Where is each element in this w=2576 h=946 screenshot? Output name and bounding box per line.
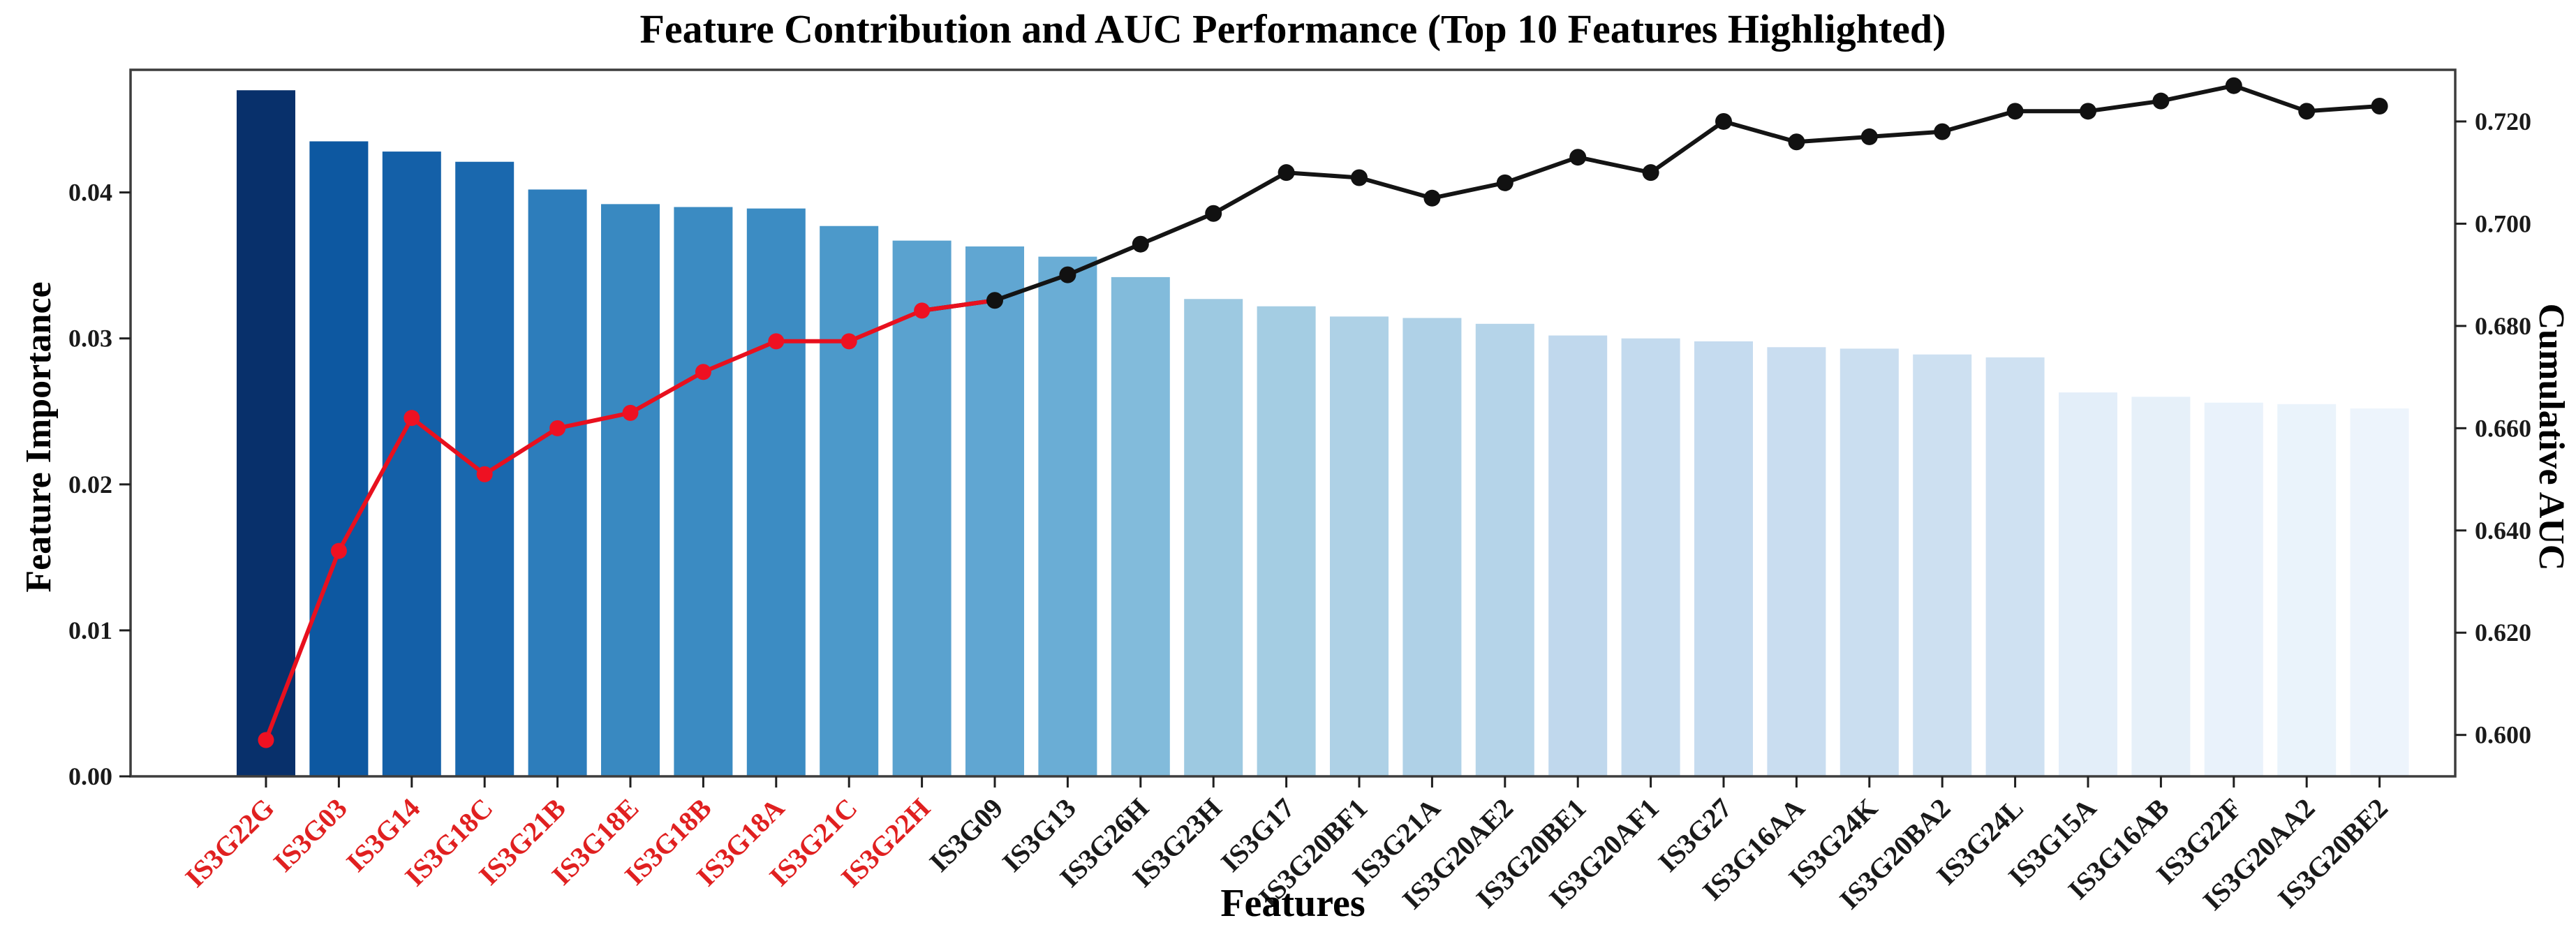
y-axis-label-right: Cumulative AUC bbox=[2531, 303, 2571, 571]
auc-marker-IS3G24K bbox=[1860, 128, 1878, 145]
x-tick-label-IS3G03: IS3G03 bbox=[267, 792, 353, 878]
bar-IS3G17 bbox=[1257, 306, 1316, 776]
y-right-tick-label: 0.700 bbox=[2475, 209, 2531, 237]
bar-IS3G24K bbox=[1840, 348, 1899, 776]
auc-marker-IS3G20BA2 bbox=[1934, 123, 1951, 140]
y-left-tick-label: 0.01 bbox=[68, 616, 112, 644]
bar-IS3G27 bbox=[1694, 341, 1753, 777]
chart-title: Feature Contribution and AUC Performance… bbox=[639, 6, 1946, 52]
bar-IS3G24L bbox=[1985, 357, 2045, 777]
auc-marker-IS3G16AA bbox=[1788, 133, 1805, 151]
auc-marker-IS3G20BE2 bbox=[2371, 97, 2388, 114]
auc-marker-IS3G22G bbox=[258, 732, 274, 748]
auc-marker-IS3G22F bbox=[2225, 77, 2242, 94]
x-axis-label: Features bbox=[1220, 882, 1365, 925]
auc-marker-IS3G22H bbox=[914, 302, 931, 319]
auc-marker-IS3G21B bbox=[549, 420, 566, 436]
y-left-tick-label: 0.02 bbox=[68, 471, 112, 498]
bar-IS3G14 bbox=[382, 151, 441, 776]
y-right-tick-label: 0.600 bbox=[2475, 721, 2531, 749]
y-left-tick-label: 0.03 bbox=[68, 325, 112, 353]
auc-marker-IS3G18C bbox=[476, 466, 493, 482]
y-right-tick-label: 0.720 bbox=[2475, 108, 2531, 135]
auc-marker-IS3G17 bbox=[1278, 164, 1295, 182]
auc-marker-IS3G20AA2 bbox=[2298, 103, 2316, 120]
axes-spines bbox=[129, 68, 2457, 778]
bar-IS3G20BA2 bbox=[1913, 354, 1972, 776]
bar-IS3G20AA2 bbox=[2277, 404, 2337, 776]
auc-marker-IS3G18B bbox=[695, 364, 711, 380]
y-right-tick-label: 0.680 bbox=[2475, 312, 2531, 340]
y-left-tick-label: 0.00 bbox=[68, 762, 112, 790]
bar-IS3G09 bbox=[965, 246, 1024, 776]
auc-line-transition-segment bbox=[919, 298, 997, 313]
auc-marker-IS3G14 bbox=[404, 410, 420, 427]
bar-IS3G16AB bbox=[2131, 397, 2191, 776]
auc-marker-IS3G20BE1 bbox=[1569, 149, 1587, 166]
auc-marker-IS3G20BF1 bbox=[1351, 169, 1368, 186]
bar-IS3G21A bbox=[1402, 318, 1462, 776]
bar-IS3G16AA bbox=[1767, 347, 1826, 777]
bar-IS3G22G bbox=[237, 90, 295, 777]
bar-IS3G21B bbox=[528, 189, 587, 776]
bar-IS3G20AF1 bbox=[1621, 338, 1680, 776]
bar-IS3G26H bbox=[1111, 276, 1170, 777]
auc-line bbox=[919, 83, 2382, 313]
auc-marker-IS3G26H bbox=[1132, 235, 1149, 253]
auc-marker-IS3G03 bbox=[330, 542, 347, 559]
auc-marker-IS3G16AB bbox=[2152, 92, 2170, 110]
auc-marker-IS3G20AF1 bbox=[1642, 164, 1659, 182]
x-tick-label-IS3G22G: IS3G22G bbox=[179, 792, 280, 894]
auc-marker-IS3G18E bbox=[622, 404, 639, 421]
bar-IS3G18A bbox=[746, 208, 806, 776]
bar-IS3G20BE2 bbox=[2350, 408, 2409, 776]
bar-IS3G20AE2 bbox=[1475, 323, 1534, 776]
auc-marker-IS3G21A bbox=[1423, 189, 1441, 207]
x-tick-label-IS3G09: IS3G09 bbox=[923, 792, 1009, 878]
bar-IS3G03 bbox=[309, 141, 369, 777]
auc-marker-IS3G23H bbox=[1205, 205, 1222, 222]
bar-IS3G21C bbox=[820, 226, 879, 776]
auc-line-highlight-segment bbox=[264, 308, 924, 742]
auc-marker-IS3G15A bbox=[2080, 103, 2096, 120]
y-right-tick-label: 0.640 bbox=[2475, 517, 2531, 545]
auc-marker-IS3G20AE2 bbox=[1496, 174, 1513, 191]
y-right-tick-label: 0.660 bbox=[2475, 414, 2531, 442]
bar-IS3G15A bbox=[2059, 392, 2117, 776]
bar-IS3G20BF1 bbox=[1330, 316, 1389, 776]
auc-marker-IS3G09 bbox=[986, 292, 1003, 309]
bar-IS3G18E bbox=[601, 204, 660, 776]
y-left-tick-label: 0.04 bbox=[68, 179, 112, 207]
y-right-tick-label: 0.620 bbox=[2475, 619, 2531, 646]
auc-marker-IS3G27 bbox=[1715, 112, 1732, 130]
y-axis-label-left: Feature Importance bbox=[19, 281, 59, 593]
bar-IS3G13 bbox=[1038, 256, 1097, 776]
bar-IS3G20BE1 bbox=[1548, 335, 1608, 777]
auc-marker-IS3G21C bbox=[841, 333, 857, 350]
auc-marker-IS3G18A bbox=[768, 333, 785, 350]
bar-IS3G22H bbox=[892, 240, 952, 776]
bar-IS3G23H bbox=[1184, 299, 1243, 777]
bar-IS3G18B bbox=[674, 207, 733, 777]
auc-marker-IS3G24L bbox=[2006, 103, 2024, 120]
auc-marker-IS3G13 bbox=[1059, 266, 1076, 283]
bar-IS3G22F bbox=[2204, 402, 2263, 776]
